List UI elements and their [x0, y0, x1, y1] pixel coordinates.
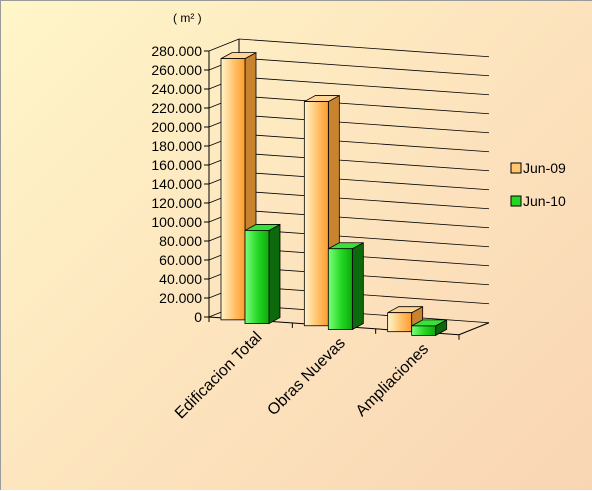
gridlines [208, 38, 490, 324]
bar-side [268, 223, 281, 325]
gridline [238, 57, 490, 77]
y-tick-label: 0 [194, 309, 202, 325]
gridline [238, 209, 490, 229]
y-tick-label: 260.000 [151, 62, 202, 78]
gridline [238, 285, 490, 305]
bar-jun-10-ampliaciones [411, 319, 448, 337]
y-tick-label: 140.000 [151, 176, 202, 192]
gridline [238, 114, 490, 134]
gridline-side [208, 38, 240, 52]
bar-jun-09-obras-nuevas [303, 94, 340, 327]
y-tick-label: 60.000 [159, 252, 202, 268]
x-category-label: Obras Nuevas [264, 335, 348, 419]
bar-front [303, 101, 329, 327]
legend-label-jun-10: Jun-10 [523, 193, 566, 209]
y-tick-label: 120.000 [151, 195, 202, 211]
y-tick-labels: 0 20.000 40.000 60.000 80.000 100.000 120.000 1… [151, 43, 209, 325]
legend: Jun-09 Jun-10 [510, 160, 566, 209]
unit-label: ( m² ) [173, 11, 202, 25]
legend-swatch-jun-10 [510, 195, 522, 207]
bar-jun-10-obras-nuevas [327, 242, 364, 331]
bar-front [220, 58, 246, 321]
gridline [238, 76, 490, 96]
bar-front [411, 325, 437, 336]
legend-swatch-jun-09 [510, 162, 522, 174]
gridline [238, 95, 490, 115]
gridline [238, 171, 490, 191]
y-tick-label: 220.000 [151, 100, 202, 116]
y-tick-label: 40.000 [159, 271, 202, 287]
bar-front [244, 230, 270, 324]
y-tick-label: 180.000 [151, 138, 202, 154]
bar-side [351, 242, 364, 331]
bar-front [387, 312, 413, 333]
gridline [238, 38, 490, 58]
floor-right-edge [458, 322, 490, 336]
gridline [238, 152, 490, 172]
gridline [238, 247, 490, 267]
y-tick-label: 100.000 [151, 214, 202, 230]
bar-jun-10-edificacion-total [244, 223, 281, 325]
y-tick-label: 200.000 [151, 119, 202, 135]
x-category-label: Edificacion Total [172, 329, 266, 423]
gridline [238, 266, 490, 286]
y-tick-label: 80.000 [159, 233, 202, 249]
gridline [238, 190, 490, 210]
legend-label-jun-09: Jun-09 [523, 160, 566, 176]
bars [220, 51, 448, 337]
y-tick-label: 20.000 [159, 290, 202, 306]
x-category-label: Ampliaciones [353, 341, 432, 420]
y-tick-label: 280.000 [151, 43, 202, 59]
y-tick-label: 160.000 [151, 157, 202, 173]
gridline [238, 304, 490, 324]
y-tick-label: 240.000 [151, 81, 202, 97]
bar-front [327, 248, 353, 330]
gridline [238, 228, 490, 248]
gridline [238, 133, 490, 153]
